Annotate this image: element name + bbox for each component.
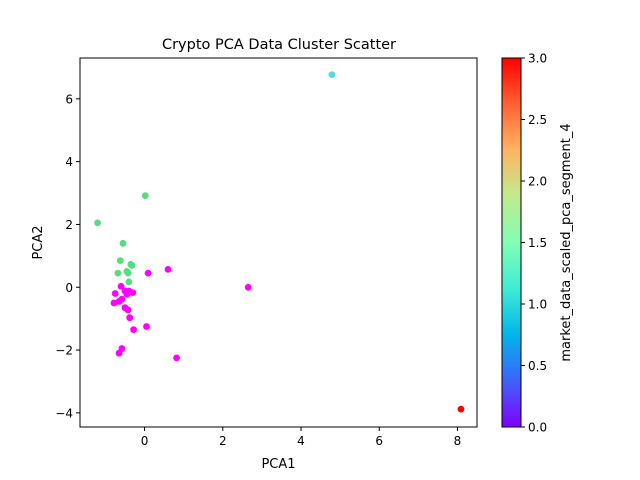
x-axis-ticks: 0 2 4 6 8 [141, 427, 462, 448]
scatter-point [144, 269, 152, 277]
scatter-point [116, 257, 124, 264]
colorbar-tick-label: 1.5 [528, 236, 547, 250]
scatter-point [115, 349, 123, 357]
scatter-point [244, 283, 252, 291]
scatter-point [117, 282, 125, 290]
y-axis-label: PCA2 [31, 225, 46, 259]
y-tick-label: 0 [65, 281, 73, 295]
scatter-point [125, 278, 133, 286]
colorbar-tick-label: 0.5 [528, 359, 547, 373]
scatter-point [457, 405, 465, 413]
scatter-point [130, 326, 138, 333]
colorbar-tick-label: 2.5 [528, 113, 547, 127]
scatter-point [173, 354, 181, 362]
y-tick-label: 2 [65, 218, 73, 232]
y-tick-label: −2 [55, 344, 73, 358]
x-tick-label: 2 [219, 434, 227, 448]
scatter-point [141, 192, 149, 200]
y-tick-label: −4 [55, 406, 73, 420]
colorbar-tick-label: 1.0 [528, 298, 547, 312]
y-axis-ticks: −4 −2 0 2 4 6 [55, 92, 80, 420]
scatter-point [114, 269, 122, 277]
scatter-point [94, 219, 101, 227]
colorbar-ticks: 0.0 0.5 1.0 1.5 2.0 2.5 3.0 [521, 52, 547, 435]
x-tick-label: 4 [297, 434, 305, 448]
scatter-point [124, 306, 132, 314]
x-axis-label: PCA1 [261, 457, 295, 472]
y-tick-label: 6 [65, 92, 73, 106]
scatter-point [128, 261, 136, 269]
scatter-point [119, 239, 127, 247]
x-tick-label: 8 [454, 434, 462, 448]
scatter-points [94, 71, 465, 413]
scatter-point [124, 269, 132, 277]
scatter-point [328, 71, 336, 78]
scatter-point [143, 323, 150, 330]
scatter-point [129, 289, 137, 296]
plot-area-frame [79, 57, 478, 428]
scatter-point [115, 298, 123, 305]
chart-title: Crypto PCA Data Cluster Scatter [162, 37, 396, 53]
scatter-point [123, 290, 131, 298]
scatter-point [164, 266, 172, 273]
colorbar-tick-label: 3.0 [528, 52, 547, 66]
colorbar-tick-label: 0.0 [528, 421, 547, 435]
y-tick-label: 4 [65, 155, 73, 169]
colorbar [501, 57, 522, 428]
scatter-point [126, 314, 134, 322]
colorbar-label: market_data_scaled_pca_segment_4 [559, 123, 574, 361]
x-tick-label: 6 [375, 434, 383, 448]
colorbar-tick-label: 2.0 [528, 175, 547, 189]
scatter-point [110, 299, 118, 307]
scatter-point [111, 290, 119, 297]
x-tick-label: 0 [141, 434, 149, 448]
